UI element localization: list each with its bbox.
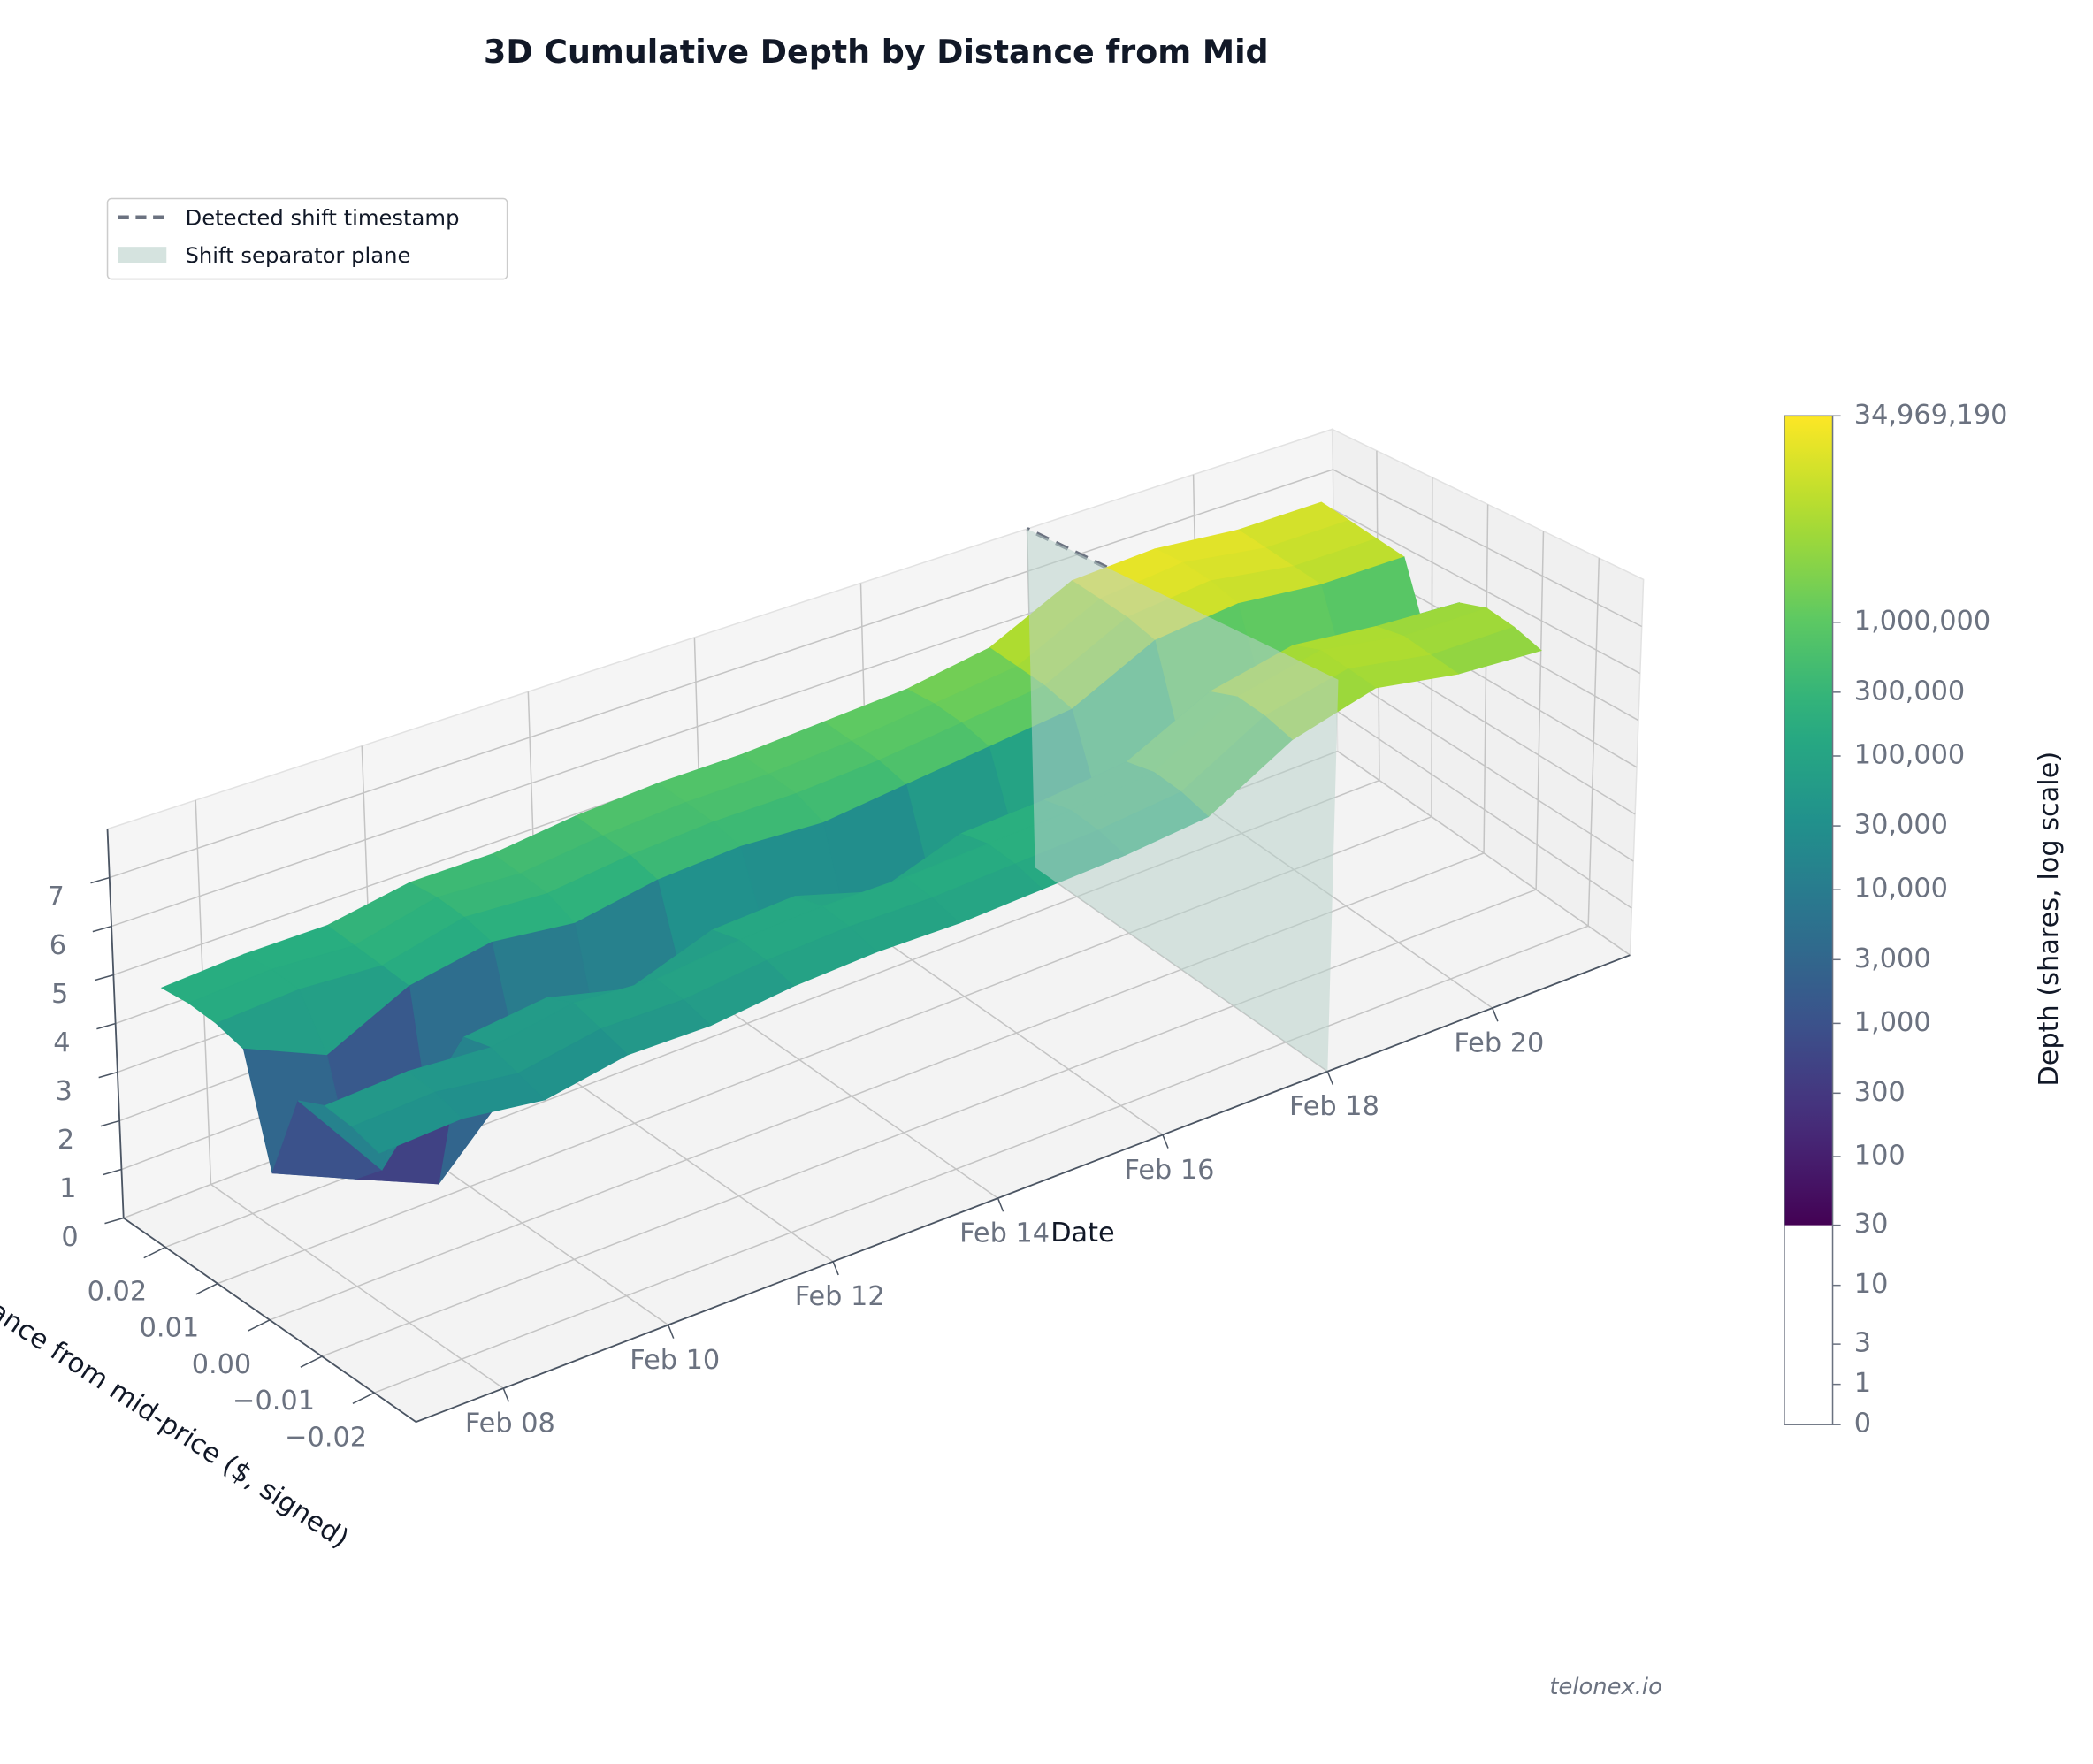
z-tick <box>100 1119 120 1127</box>
colorbar-tick-label: 300 <box>1854 1077 1906 1108</box>
z-tick-label: 0 <box>61 1222 78 1253</box>
colorbar-gradient <box>1784 416 1833 1226</box>
colorbar-tick-label: 3 <box>1854 1328 1871 1359</box>
axis-line <box>106 829 125 1218</box>
colorbar-tick-label: 300,000 <box>1854 676 1965 706</box>
x-tick-label: Feb 10 <box>630 1345 720 1376</box>
legend-swatch <box>118 247 167 263</box>
y-tick-label: 0.01 <box>140 1313 200 1344</box>
y-tick-label: −0.01 <box>233 1386 315 1417</box>
colorbar-frame <box>1784 415 1834 1425</box>
z-tick-label: 4 <box>53 1027 70 1058</box>
y-tick-label: 0.00 <box>192 1349 252 1380</box>
legend: Detected shift timestamp Shift separator … <box>106 197 508 280</box>
grid-line <box>1333 469 1643 628</box>
watermark: telonex.io <box>1549 1674 1662 1700</box>
grid-line <box>1337 750 1631 956</box>
colorbar-tick-label: 30,000 <box>1854 810 1948 841</box>
x-tick <box>1162 1134 1169 1149</box>
axes: Feb 08 Feb 10 Feb 12 Feb 14 Feb 16 Feb 18 Feb … <box>47 829 1631 1453</box>
x-tick <box>1326 1071 1334 1086</box>
z-tick-label: 2 <box>57 1125 74 1156</box>
colorbar-tick-label: 10 <box>1854 1269 1889 1300</box>
legend-label: Detected shift timestamp <box>186 204 460 230</box>
colorbar-tick-label: 1,000 <box>1854 1007 1931 1038</box>
colorbar-tick-label: 100,000 <box>1854 739 1965 770</box>
colorbar-tick-label: 10,000 <box>1854 874 1948 905</box>
colorbar-tick-label: 34,969,190 <box>1854 400 2008 431</box>
z-tick <box>103 1168 122 1176</box>
z-tick-label: 1 <box>59 1173 76 1204</box>
z-tick <box>90 876 111 884</box>
grid-line <box>1336 710 1632 909</box>
z-tick-label: 7 <box>47 882 64 913</box>
colorbar-tick-label: 1 <box>1854 1368 1871 1399</box>
y-tick <box>300 1355 323 1368</box>
colorbar-label: Depth (shares, log scale) <box>2034 752 2065 1087</box>
y-tick <box>248 1319 271 1332</box>
x-tick <box>832 1261 839 1276</box>
axis-line <box>416 954 1631 1423</box>
legend-label: Shift separator plane <box>186 242 411 268</box>
z-tick <box>96 1022 116 1030</box>
grid-line <box>373 925 1589 1394</box>
x-tick <box>502 1387 510 1402</box>
surface-cell <box>351 1091 463 1154</box>
colorbar-tick-label: 0 <box>1854 1409 1871 1439</box>
z-tick-label: 6 <box>50 930 66 961</box>
x-tick <box>1492 1007 1499 1022</box>
z-tick-label: 5 <box>51 979 68 1010</box>
colorbar-tick-label: 30 <box>1854 1209 1889 1240</box>
x-tick-label: Feb 18 <box>1289 1091 1379 1122</box>
colorbar-tick-label: 1,000,000 <box>1854 606 1990 637</box>
x-axis-label: Date <box>1050 1218 1114 1249</box>
shift-plane <box>1027 529 1339 1072</box>
x-tick-label: Feb 08 <box>465 1409 555 1439</box>
z-tick <box>98 1071 118 1079</box>
z-tick <box>94 974 114 981</box>
z-tick <box>92 925 112 933</box>
colorbar-tick-label: 100 <box>1854 1141 1906 1172</box>
colorbar: 0 1 3 10 30 100 300 1,000 3,000 10,000 30,000 100,0… <box>1784 400 2008 1439</box>
y-tick-label: 0.02 <box>88 1277 148 1308</box>
x-tick-label: Feb 12 <box>795 1281 885 1312</box>
grid-line <box>1333 508 1641 675</box>
legend-box <box>106 197 508 280</box>
grid-line <box>321 889 1537 1357</box>
y-tick <box>195 1282 218 1295</box>
grid-line <box>109 469 1333 879</box>
chart-title: 3D Cumulative Depth by Distance from Mid <box>484 33 1269 71</box>
z-tick-label: 3 <box>56 1076 73 1107</box>
x-tick <box>667 1325 675 1339</box>
x-tick-label: Feb 16 <box>1125 1155 1215 1186</box>
axis-line <box>123 1217 416 1423</box>
y-tick-label: −0.02 <box>285 1422 367 1453</box>
overlay <box>1027 529 1339 1072</box>
grid-line <box>1335 669 1634 862</box>
x-tick-label: Feb 14 <box>959 1218 1050 1249</box>
y-tick <box>352 1392 375 1405</box>
z-tick <box>104 1217 124 1225</box>
colorbar-tick-label: 3,000 <box>1854 943 1931 974</box>
y-tick <box>143 1246 166 1259</box>
x-tick <box>997 1197 1004 1212</box>
x-tick-label: Feb 20 <box>1454 1028 1544 1059</box>
